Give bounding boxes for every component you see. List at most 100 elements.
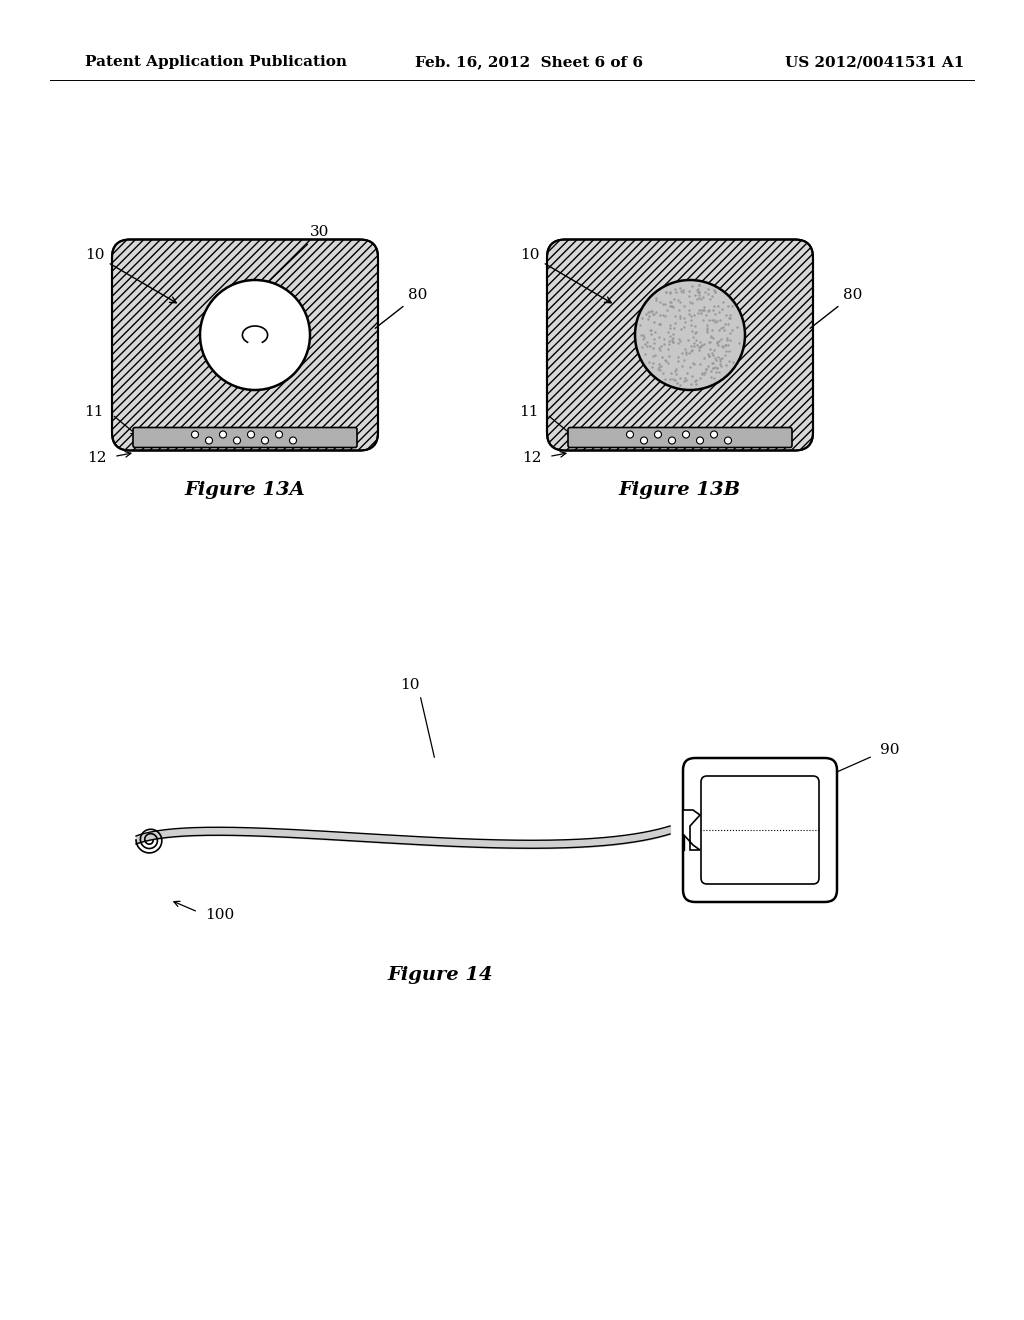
Point [691, 337, 708, 358]
Point [652, 305, 669, 326]
Point [697, 358, 714, 379]
Point [665, 327, 681, 348]
Point [648, 301, 665, 322]
Point [686, 333, 702, 354]
Point [715, 317, 731, 338]
Point [699, 319, 716, 341]
Point [672, 308, 688, 329]
Point [721, 341, 737, 362]
Point [684, 276, 700, 297]
Point [688, 280, 705, 301]
Point [688, 374, 705, 395]
Point [637, 334, 653, 355]
Point [718, 341, 734, 362]
Circle shape [640, 437, 647, 444]
Point [678, 343, 694, 364]
Point [662, 281, 678, 302]
Point [705, 352, 721, 374]
Text: US 2012/0041531 A1: US 2012/0041531 A1 [785, 55, 965, 69]
Point [691, 331, 708, 352]
Point [652, 339, 669, 360]
Point [706, 339, 722, 360]
Point [640, 305, 656, 326]
Point [710, 346, 726, 367]
Point [657, 281, 674, 302]
Point [706, 367, 722, 388]
Point [705, 342, 721, 363]
Point [672, 305, 688, 326]
Point [702, 360, 719, 381]
Point [705, 285, 721, 306]
Text: 10: 10 [400, 678, 420, 692]
Point [707, 356, 723, 378]
Point [707, 281, 723, 302]
Point [708, 350, 724, 371]
Point [721, 308, 737, 329]
Point [725, 351, 741, 372]
Point [652, 314, 669, 335]
Point [722, 330, 738, 351]
Circle shape [627, 432, 634, 438]
Point [724, 319, 740, 341]
Point [689, 288, 706, 309]
Point [673, 319, 689, 341]
Point [674, 342, 690, 363]
Point [690, 279, 707, 300]
Point [667, 313, 683, 334]
Point [686, 284, 702, 305]
Point [691, 281, 708, 302]
Text: 12: 12 [522, 451, 542, 466]
Point [644, 304, 660, 325]
Point [717, 334, 733, 355]
Point [664, 296, 680, 317]
Text: Figure 14: Figure 14 [387, 966, 493, 983]
Point [695, 347, 712, 368]
Point [677, 370, 693, 391]
Point [695, 297, 712, 318]
Point [702, 331, 719, 352]
Point [691, 339, 708, 360]
Point [689, 334, 706, 355]
Point [651, 338, 668, 359]
Point [683, 335, 699, 356]
Point [654, 293, 671, 314]
Point [670, 331, 686, 352]
Point [695, 334, 712, 355]
Point [672, 277, 688, 298]
Point [641, 352, 657, 374]
Text: 90: 90 [880, 743, 899, 756]
Point [691, 282, 708, 304]
Point [713, 355, 729, 376]
Point [665, 331, 681, 352]
Point [712, 348, 728, 370]
Point [663, 292, 679, 313]
Point [684, 321, 700, 342]
Point [643, 319, 659, 341]
Point [695, 286, 712, 308]
Point [632, 314, 648, 335]
Point [705, 358, 721, 379]
Point [633, 325, 649, 346]
Point [650, 314, 667, 335]
Point [670, 346, 686, 367]
FancyBboxPatch shape [568, 428, 792, 447]
Point [687, 371, 703, 392]
Point [702, 326, 719, 347]
Point [643, 323, 659, 345]
Point [701, 288, 718, 309]
Point [700, 343, 717, 364]
Point [689, 302, 706, 323]
Point [714, 347, 730, 368]
Point [708, 347, 724, 368]
Point [683, 315, 699, 337]
Point [676, 350, 692, 371]
Point [717, 314, 733, 335]
Point [691, 285, 708, 306]
Point [715, 292, 731, 313]
FancyBboxPatch shape [547, 239, 813, 450]
Point [634, 337, 650, 358]
Point [682, 356, 698, 378]
Point [717, 345, 733, 366]
Circle shape [669, 437, 676, 444]
Point [706, 296, 722, 317]
